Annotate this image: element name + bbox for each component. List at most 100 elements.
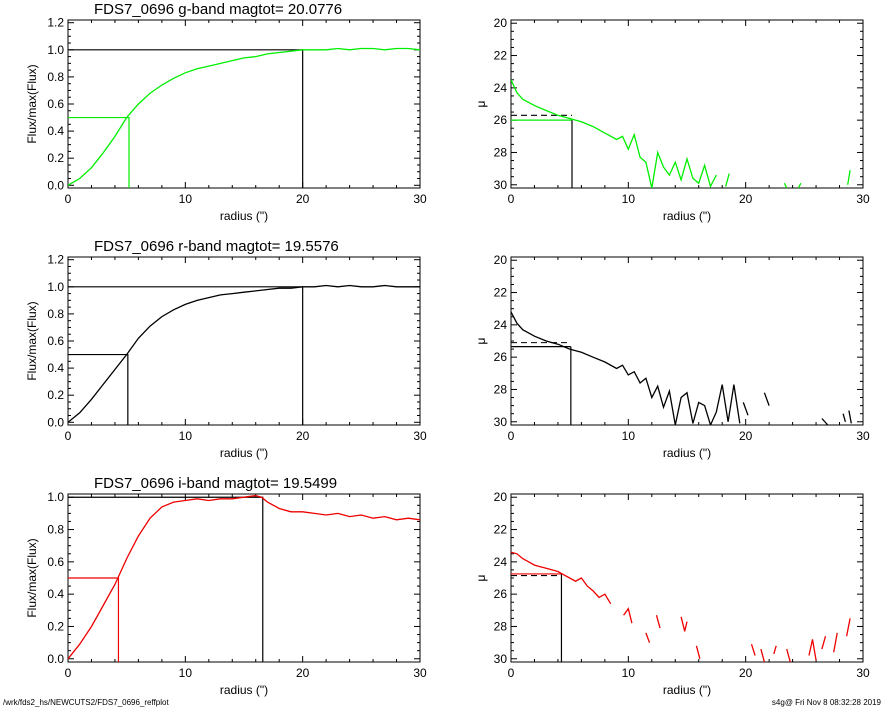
y-axis-label: Flux/max(Flux): [25, 64, 39, 143]
y-tick-label: 20: [494, 253, 508, 267]
panel-title: FDS7_0696 g-band magtot= 20.0776: [94, 1, 342, 18]
y-tick-label: 1.2: [47, 253, 64, 267]
y-tick-label: 22: [494, 286, 508, 300]
panel-6: 0 10 20 30 20 22 24 26 28 30 radius (") μ: [474, 490, 870, 697]
y-axis-label: μ: [474, 100, 488, 107]
x-tick-label: 0: [508, 192, 515, 206]
y-tick-label: 22: [494, 49, 508, 63]
x-axis-label: radius ("): [663, 209, 711, 223]
y-tick-label: 24: [494, 555, 508, 569]
x-tick-label: 10: [622, 666, 636, 680]
x-tick-label: 10: [622, 429, 636, 443]
x-tick-label: 20: [739, 666, 753, 680]
y-axis-label: Flux/max(Flux): [25, 538, 39, 617]
plot-frame: [67, 256, 421, 426]
panel-2: 0 10 20 30 20 22 24 26 28 30 radius (") μ: [474, 16, 870, 223]
y-axis-label: μ: [474, 574, 488, 581]
y-tick-label: 22: [494, 523, 508, 537]
x-tick-label: 10: [179, 192, 193, 206]
y-tick-label: 0.6: [47, 97, 64, 111]
x-tick-label: 20: [296, 666, 310, 680]
y-tick-label: 0.0: [47, 415, 64, 429]
x-tick-label: 30: [413, 192, 427, 206]
y-tick-label: 0.2: [47, 388, 64, 402]
footer-path: /wrk/fds2_hs/NEWCUTS2/FDS7_0696_reffplot: [3, 698, 169, 707]
surface-brightness-profile: [511, 551, 851, 662]
x-axis-label: radius ("): [663, 683, 711, 697]
x-axis-label: radius ("): [220, 683, 268, 697]
y-axis-label: μ: [474, 337, 488, 344]
panel-1: 0 10 20 30 0.0 0.2 0.4 0.6 0.8 1.0 1.2 radius (") Fl…: [25, 1, 427, 223]
panel-5: 0 10 20 30 0.0 0.2 0.4 0.6 0.8 1.0 radius (") Flux/…: [25, 475, 427, 697]
x-tick-label: 30: [856, 666, 870, 680]
y-tick-label: 0.6: [47, 334, 64, 348]
panel-4: 0 10 20 30 20 22 24 26 28 30 radius (") μ: [474, 253, 870, 460]
x-tick-label: 0: [65, 666, 72, 680]
half-light-guide: [68, 353, 129, 425]
growth-curve: [68, 47, 420, 186]
x-axis-label: radius ("): [663, 446, 711, 460]
growth-curve: [68, 284, 420, 423]
y-tick-label: 0.0: [47, 652, 64, 666]
x-tick-label: 10: [622, 192, 636, 206]
x-tick-label: 10: [179, 429, 193, 443]
y-tick-label: 1.2: [47, 16, 64, 30]
y-tick-label: 20: [494, 490, 508, 504]
half-light-guide: [68, 116, 130, 188]
x-tick-label: 0: [508, 429, 515, 443]
x-tick-label: 20: [739, 429, 753, 443]
y-tick-label: 0.8: [47, 523, 64, 537]
surface-brightness-profile: [511, 311, 852, 425]
x-tick-label: 0: [65, 429, 72, 443]
panel-title: FDS7_0696 i-band magtot= 19.5499: [94, 475, 337, 492]
panel-3: 0 10 20 30 0.0 0.2 0.4 0.6 0.8 1.0 1.2 radius (") Fl…: [25, 238, 427, 460]
y-tick-label: 26: [494, 113, 508, 127]
y-tick-label: 24: [494, 318, 508, 332]
plot-frame: [510, 256, 864, 426]
y-tick-label: 1.0: [47, 43, 64, 57]
x-tick-label: 30: [413, 666, 427, 680]
y-tick-label: 30: [494, 652, 508, 666]
y-tick-label: 1.0: [47, 490, 64, 504]
y-axis-label: Flux/max(Flux): [25, 301, 39, 380]
plot-frame: [510, 19, 864, 189]
y-tick-label: 28: [494, 145, 508, 159]
growth-curve: [68, 494, 420, 660]
x-tick-label: 30: [856, 429, 870, 443]
footer-timestamp: s4g@ Fri Nov 8 08:32:28 2019: [771, 698, 881, 707]
total-light-guide: [68, 286, 304, 425]
x-tick-label: 0: [508, 666, 515, 680]
y-tick-label: 0.4: [47, 361, 64, 375]
y-tick-label: 26: [494, 350, 508, 364]
surface-brightness-profile: [511, 79, 851, 188]
y-tick-label: 30: [494, 415, 508, 429]
total-light-guide: [68, 49, 304, 188]
x-tick-label: 30: [413, 429, 427, 443]
y-tick-label: 0.4: [47, 124, 64, 138]
y-tick-label: 28: [494, 382, 508, 396]
x-tick-label: 20: [296, 192, 310, 206]
x-tick-label: 0: [65, 192, 72, 206]
x-tick-label: 30: [856, 192, 870, 206]
plot-frame: [510, 493, 864, 663]
x-tick-label: 20: [739, 192, 753, 206]
y-tick-label: 0.6: [47, 555, 64, 569]
y-tick-label: 0.0: [47, 178, 64, 192]
x-tick-label: 20: [296, 429, 310, 443]
y-tick-label: 24: [494, 81, 508, 95]
plot-frame: [67, 493, 421, 663]
x-tick-label: 10: [179, 666, 193, 680]
y-tick-label: 0.2: [47, 619, 64, 633]
panel-title: FDS7_0696 r-band magtot= 19.5576: [94, 238, 339, 255]
x-axis-label: radius ("): [220, 446, 268, 460]
y-tick-label: 0.8: [47, 70, 64, 84]
y-tick-label: 0.8: [47, 307, 64, 321]
y-tick-label: 0.2: [47, 151, 64, 165]
y-tick-label: 28: [494, 619, 508, 633]
y-tick-label: 26: [494, 587, 508, 601]
total-light-guide: [68, 496, 264, 662]
x-axis-label: radius ("): [220, 209, 268, 223]
y-tick-label: 0.4: [47, 587, 64, 601]
y-tick-label: 1.0: [47, 280, 64, 294]
